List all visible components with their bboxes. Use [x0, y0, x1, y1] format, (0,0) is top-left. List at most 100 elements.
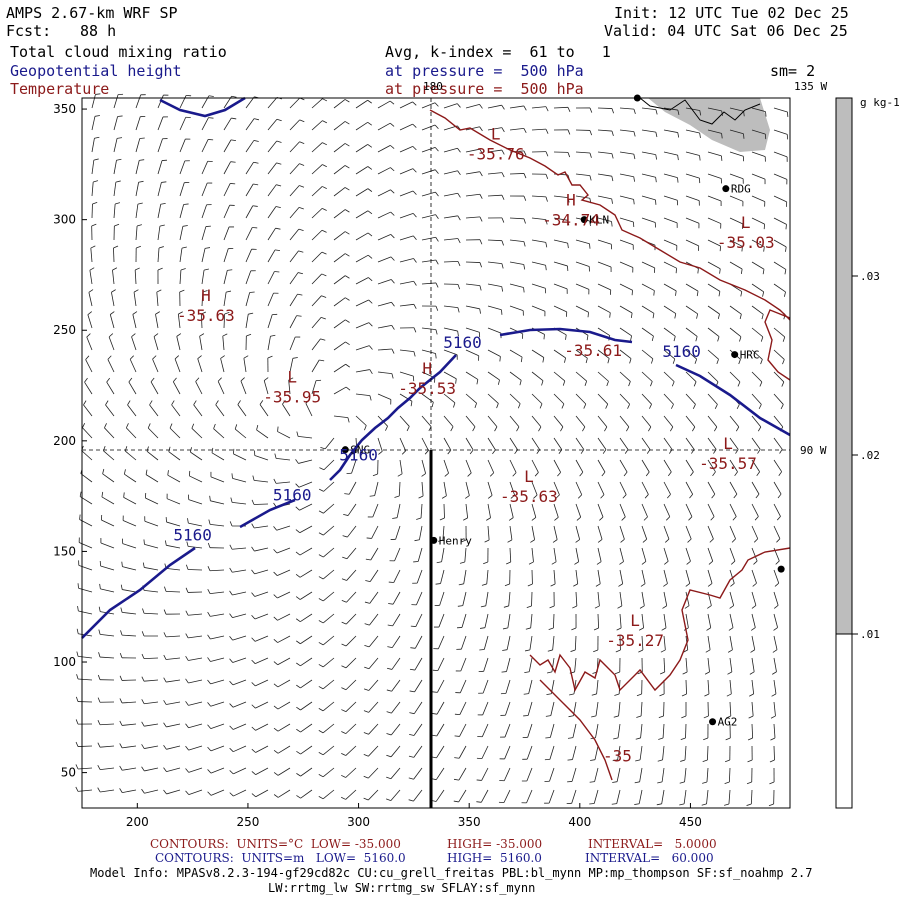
wind-barb-flag [254, 118, 260, 121]
wind-barb [150, 381, 159, 395]
wind-barb-flag [706, 627, 711, 631]
wind-barb [223, 248, 229, 263]
wind-barb [333, 275, 346, 285]
wind-barb [508, 591, 511, 606]
wind-barb-flag [763, 246, 765, 252]
wind-barb [277, 789, 291, 798]
wind-barb-flag [525, 627, 531, 630]
wind-barb [707, 481, 716, 495]
wind-barb-flag [523, 693, 529, 695]
wind-barb [100, 542, 115, 549]
wind-barb [750, 789, 753, 805]
wind-barb [267, 118, 278, 131]
wind-barb [483, 657, 489, 672]
wind-barb [465, 481, 470, 496]
wind-barb [751, 459, 760, 472]
wind-barb-flag [390, 279, 395, 284]
station-dot [709, 718, 717, 726]
wind-barb [685, 569, 691, 584]
wind-barb [531, 503, 537, 518]
wind-barb-flag [630, 335, 633, 341]
wind-barb [441, 547, 445, 562]
wind-barb-flag [341, 665, 347, 669]
wind-barb [751, 305, 764, 315]
wind-barb-flag [251, 682, 256, 687]
wind-barb-flag [545, 128, 549, 134]
wind-barbs [75, 93, 789, 807]
wind-barb [597, 349, 610, 359]
wind-barb [619, 129, 634, 132]
wind-barb-flag [531, 517, 537, 521]
wind-barb [641, 503, 648, 518]
wind-barb-flag [97, 765, 101, 770]
wind-barb [191, 428, 203, 439]
wind-barb-flag [636, 693, 642, 697]
wind-barb-flag [156, 289, 162, 293]
wind-barb [597, 481, 605, 495]
wind-barb [509, 481, 516, 496]
wind-barb [311, 186, 323, 197]
wind-barb-flag [251, 499, 255, 505]
temp-contour-interval: INTERVAL= 5.0000 [588, 837, 717, 851]
wind-barb-flag [159, 224, 165, 227]
wind-barb-flag [161, 181, 167, 183]
wind-barb [200, 313, 203, 329]
wind-barb [144, 767, 159, 772]
wind-barb-flag [251, 726, 256, 731]
wind-barb-flag [620, 538, 625, 543]
wind-barb-flag [658, 715, 664, 719]
wind-barb [131, 336, 137, 351]
wind-barb-flag [207, 611, 211, 617]
wind-barb-flag [695, 336, 698, 342]
wind-barb [597, 459, 606, 473]
wind-barb [641, 107, 656, 110]
wind-barb [322, 613, 335, 624]
wind-barb-flag [596, 561, 602, 565]
wind-barb [685, 349, 697, 360]
wind-barb-flag [243, 355, 249, 359]
wind-barb-flag [649, 404, 652, 409]
wind-barb-flag [180, 268, 186, 271]
wind-barb [145, 474, 159, 483]
wind-barb [100, 789, 115, 793]
wind-barb-flag [409, 712, 415, 715]
wind-barb-flag [295, 483, 300, 488]
wind-barb-flag [230, 139, 236, 142]
wind-barb-flag [251, 704, 256, 709]
wind-barb-flag [341, 621, 347, 625]
wind-barb [80, 473, 93, 483]
wind-barb-flag [479, 216, 483, 222]
wind-barb [289, 272, 299, 285]
wind-barb-flag [231, 95, 237, 98]
wind-barb-flag [163, 677, 167, 683]
wind-barb-flag [434, 102, 439, 107]
wind-barb-flag [576, 516, 581, 521]
wind-barb-flag [344, 209, 350, 213]
wind-barb-flag [389, 100, 395, 105]
wind-barb-flag [501, 286, 504, 292]
wind-barb-flag [555, 494, 560, 499]
wind-barb-flag [90, 245, 96, 249]
wind-barb [575, 151, 590, 154]
wind-barb [276, 481, 291, 484]
wind-barb [685, 217, 700, 224]
valid-time: Valid: 04 UTC Sat 06 Dec 25 [604, 22, 848, 40]
wind-barb [289, 207, 300, 219]
wind-barb [458, 745, 467, 759]
wind-barb [553, 569, 556, 584]
wind-barb [531, 437, 541, 450]
wind-barb [487, 437, 496, 451]
wind-barb-flag [770, 737, 776, 741]
wind-barb-flag [305, 399, 310, 404]
wind-barb [267, 97, 278, 109]
wind-barb [189, 475, 203, 483]
contour-label: 5160 [273, 486, 312, 505]
wind-barb-flag [169, 423, 173, 429]
wind-barb-flag [322, 142, 328, 146]
y-tick-label: 300 [53, 213, 76, 227]
extremum-type: L [723, 434, 733, 453]
wind-barb [232, 613, 247, 619]
contour-label: -35 [603, 747, 632, 766]
wind-barb-flag [273, 749, 279, 754]
wind-barb-flag [273, 526, 277, 531]
